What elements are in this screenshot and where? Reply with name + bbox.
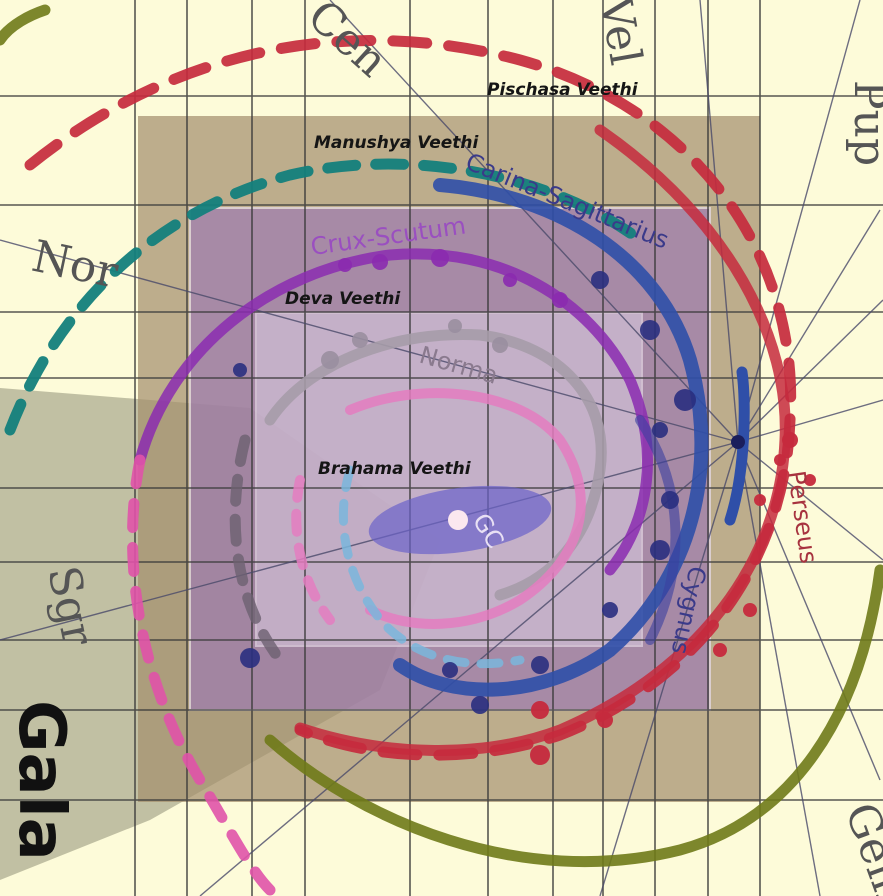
inner-pink-arm (345, 388, 586, 629)
zone-label-pischasa: Pischasa Veethi (487, 80, 639, 100)
zone-label-brahama: Brahama Veethi (318, 459, 472, 479)
norma-arm-dashed (229, 434, 286, 666)
corner-galaxy-label: Gala (4, 700, 78, 861)
cygnus-arm (635, 415, 681, 645)
carina-sagittarius-arm (393, 178, 709, 697)
galactic-center-dot (448, 510, 468, 530)
olive-arm-corner (0, 4, 51, 46)
crux-scutum-arm (134, 248, 653, 576)
olive-arm (264, 564, 883, 868)
outer-arm-teal (4, 158, 646, 436)
constellation-pup: Pup (844, 80, 883, 166)
inner-blue-dashed (338, 465, 525, 669)
inner-pink-dashed (291, 475, 335, 625)
zone-label-deva: Deva Veethi (285, 289, 401, 309)
tracer-dots (233, 249, 816, 765)
pink-arm-outer (127, 454, 276, 896)
constellation-vel: Vel (589, 0, 651, 69)
sun-marker (731, 435, 745, 449)
perseus-arm-solid (294, 124, 791, 756)
zone-label-manushya: Manushya Veethi (314, 133, 479, 153)
